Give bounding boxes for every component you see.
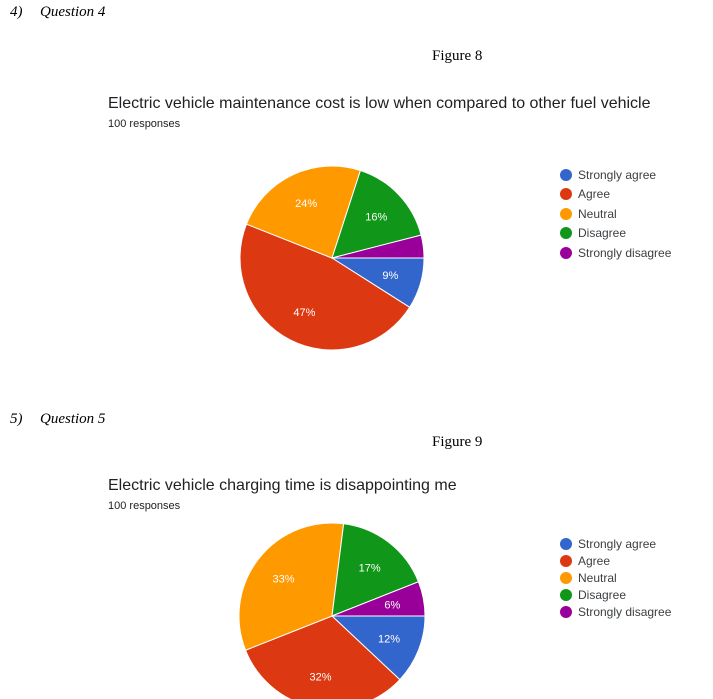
figure-caption-9: Figure 9 xyxy=(432,434,483,450)
legend-item-strongly-disagree: Strongly disagree xyxy=(560,243,671,263)
slice-label-disagree: 17% xyxy=(359,563,381,575)
question-number: 5) xyxy=(10,411,23,427)
slice-label-neutral: 33% xyxy=(272,573,294,585)
legend-item-strongly-disagree: Strongly disagree xyxy=(560,603,671,620)
legend-swatch xyxy=(560,207,572,220)
slice-label-strongly-agree: 12% xyxy=(378,634,400,646)
legend-item-neutral: Neutral xyxy=(560,570,671,587)
pie-slice-agree xyxy=(244,615,401,699)
legend-label: Disagree xyxy=(578,226,627,241)
legend-swatch xyxy=(560,188,572,201)
chart-title: Electric vehicle charging time is disapp… xyxy=(108,477,457,494)
pie-slice-strongly-disagree xyxy=(331,234,425,259)
legend-swatch xyxy=(560,168,572,181)
pie-slice-neutral xyxy=(245,165,362,259)
legend-item-agree: Agree xyxy=(560,185,671,205)
legend-label: Disagree xyxy=(578,587,627,602)
legend-item-agree: Agree xyxy=(560,553,671,570)
legend-swatch xyxy=(560,571,572,584)
legend-swatch xyxy=(560,605,572,618)
legend-label: Neutral xyxy=(578,206,617,221)
chart-legend-2: Strongly agree Agree Neutral Disagree Strong… xyxy=(560,536,671,620)
question-heading-4: 4) Question 4 xyxy=(10,4,105,21)
slice-label-agree: 32% xyxy=(309,671,331,683)
pie-slice-strongly-agree xyxy=(330,615,426,681)
legend-item-strongly-agree: Strongly agree xyxy=(560,165,671,185)
legend-label: Strongly disagree xyxy=(578,245,672,260)
pie-slice-strongly-disagree xyxy=(331,581,426,617)
chart-card-1: Electric vehicle maintenance cost is low… xyxy=(108,95,698,130)
legend-swatch xyxy=(560,538,572,551)
pie-slice-agree xyxy=(239,223,411,351)
slice-label-strongly-disagree: 6% xyxy=(384,599,400,611)
question-number: 4) xyxy=(10,4,23,20)
figure-caption-8: Figure 8 xyxy=(432,48,483,64)
question-label: Question 5 xyxy=(40,411,106,427)
question-label: Question 4 xyxy=(40,4,106,20)
legend-swatch xyxy=(560,246,572,259)
chart-card-2: Electric vehicle charging time is disapp… xyxy=(108,477,698,512)
legend-label: Neutral xyxy=(578,570,617,585)
legend-swatch xyxy=(560,588,572,601)
question-heading-5: 5) Question 5 xyxy=(10,411,105,428)
slice-label-neutral: 24% xyxy=(295,198,317,210)
legend-label: Agree xyxy=(578,187,611,202)
legend-swatch xyxy=(560,227,572,240)
legend-label: Agree xyxy=(578,554,611,569)
legend-item-strongly-agree: Strongly agree xyxy=(560,536,671,553)
legend-label: Strongly agree xyxy=(578,167,657,182)
chart-title: Electric vehicle maintenance cost is low… xyxy=(108,95,651,112)
slice-label-disagree: 16% xyxy=(365,211,387,223)
legend-item-disagree: Disagree xyxy=(560,586,671,603)
slice-label-agree: 47% xyxy=(293,307,315,319)
response-count: 100 responses xyxy=(108,500,181,512)
chart-legend-1: Strongly agree Agree Neutral Disagree Strong… xyxy=(560,165,671,263)
pie-slice-disagree xyxy=(331,169,422,259)
response-count: 100 responses xyxy=(108,118,181,130)
legend-label: Strongly agree xyxy=(578,537,657,552)
slice-label-strongly-agree: 9% xyxy=(382,270,398,282)
legend-swatch xyxy=(560,555,572,568)
pie-slice-disagree xyxy=(331,523,420,617)
legend-item-neutral: Neutral xyxy=(560,204,671,224)
legend-item-disagree: Disagree xyxy=(560,224,671,244)
legend-label: Strongly disagree xyxy=(578,604,672,619)
pie-slice-neutral xyxy=(238,522,345,651)
